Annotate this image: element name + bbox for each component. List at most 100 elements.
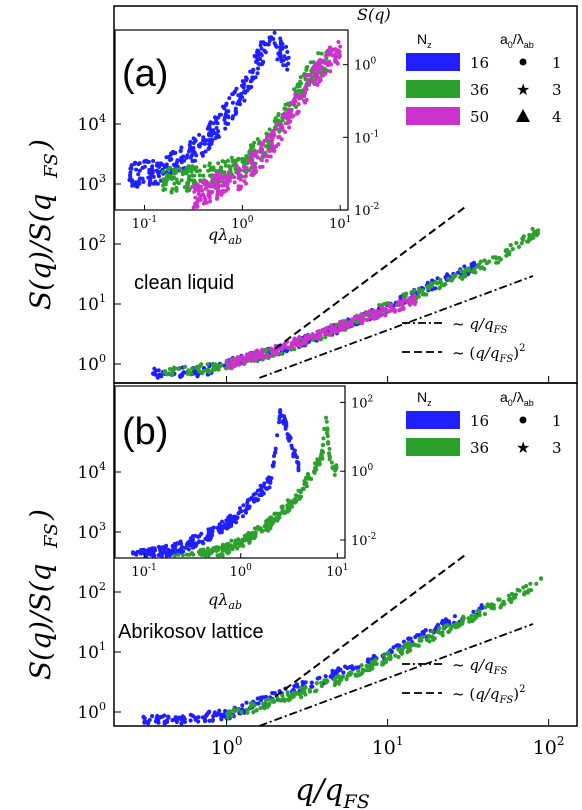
inset-data-point (130, 178, 134, 183)
inset-data-point (291, 452, 296, 457)
inset-data-point (163, 176, 168, 181)
inset-data-point (259, 46, 264, 51)
legend-label: 16 (470, 412, 489, 430)
inset-data-point (238, 97, 243, 102)
inset-data-point (190, 173, 195, 178)
inset-data-point (185, 153, 190, 158)
data-point (183, 364, 188, 369)
inset-data-point (271, 129, 275, 133)
data-point (289, 345, 294, 350)
inset-data-point (281, 113, 286, 118)
inset-data-point (238, 186, 243, 191)
y-tick-label: 103 (77, 172, 106, 195)
data-point (182, 717, 187, 722)
inset-data-point (179, 155, 184, 160)
data-point (389, 302, 394, 307)
inset-data-point (303, 480, 307, 485)
inset-x-tick-label: 100 (230, 563, 253, 580)
data-point (263, 349, 268, 354)
data-point (417, 288, 423, 293)
data-point (360, 312, 365, 318)
data-point (345, 322, 350, 327)
svg-text:~ (q/qFS)2: ~ (q/qFS)2 (452, 343, 526, 365)
data-point (489, 602, 494, 607)
inset-data-point (193, 533, 198, 538)
data-point (478, 259, 483, 264)
inset-data-point (262, 154, 267, 159)
inset-data-point (272, 41, 277, 46)
inset-data-point (284, 63, 289, 68)
data-point (244, 352, 249, 357)
y-axis-label-a-close: ) (24, 139, 57, 151)
data-point (452, 614, 457, 619)
inset-data-point (217, 522, 222, 527)
data-point (150, 714, 155, 719)
data-point (261, 701, 266, 707)
inset-data-point (278, 125, 283, 130)
inset-data-point (250, 70, 255, 75)
inset-data-point (270, 463, 275, 468)
inset-data-point (321, 73, 325, 78)
inset-data-point (256, 527, 261, 532)
data-point (156, 368, 161, 373)
data-point (508, 243, 513, 248)
data-point (207, 718, 212, 723)
data-point (392, 309, 398, 314)
data-point (319, 680, 324, 686)
data-point (327, 332, 332, 337)
inset-data-point (260, 164, 265, 169)
inset-data-point (228, 166, 233, 170)
inset-y-tick-label: 100 (351, 463, 374, 480)
inset-data-point (275, 433, 280, 438)
data-point (415, 643, 420, 648)
inset-data-point (277, 53, 282, 58)
data-point (210, 717, 215, 723)
data-point (363, 310, 368, 315)
inset-data-point (294, 105, 299, 109)
y-axis-label-a: S(q)/S(q (24, 194, 57, 310)
data-point (245, 710, 250, 715)
inset-data-point (218, 171, 223, 176)
inset-data-point (216, 134, 221, 139)
data-point (221, 712, 226, 717)
inset-data-point (252, 536, 257, 540)
data-point (334, 671, 339, 676)
legend-marker-label: 1 (552, 412, 562, 430)
inset-data-point (206, 192, 211, 196)
inset-a-ylabel: S(q) (357, 5, 391, 24)
inset-data-point (259, 150, 264, 155)
inset-data-point (190, 159, 195, 164)
data-point (539, 576, 544, 581)
inset-data-point (176, 552, 181, 557)
guide-quadratic (274, 554, 466, 698)
inset-data-point (202, 141, 207, 146)
inset-data-point (269, 139, 274, 144)
inset-data-point (326, 63, 330, 68)
inset-data-point (208, 120, 213, 125)
inset-data-point (232, 158, 237, 163)
data-point (483, 605, 488, 610)
inset-data-point (205, 546, 210, 551)
data-point (352, 314, 357, 319)
data-point (467, 268, 472, 273)
data-point (240, 703, 245, 708)
inset-data-point (287, 113, 292, 118)
data-point (272, 691, 277, 696)
data-point (383, 301, 388, 306)
inset-data-point (210, 549, 215, 554)
data-point (302, 689, 307, 695)
inset-data-point (242, 159, 247, 164)
inset-data-point (307, 475, 312, 480)
data-point (239, 710, 244, 715)
inset-data-point (156, 553, 161, 558)
inset-data-point (151, 159, 156, 163)
inset-data-point (293, 92, 298, 97)
inset-data-point (242, 168, 247, 173)
data-point (359, 671, 364, 677)
inset-data-point (201, 173, 206, 178)
data-point (205, 362, 210, 367)
data-point (530, 226, 535, 232)
inset-data-point (327, 59, 332, 64)
inset-data-point (168, 165, 173, 170)
inset-data-point (326, 441, 331, 446)
